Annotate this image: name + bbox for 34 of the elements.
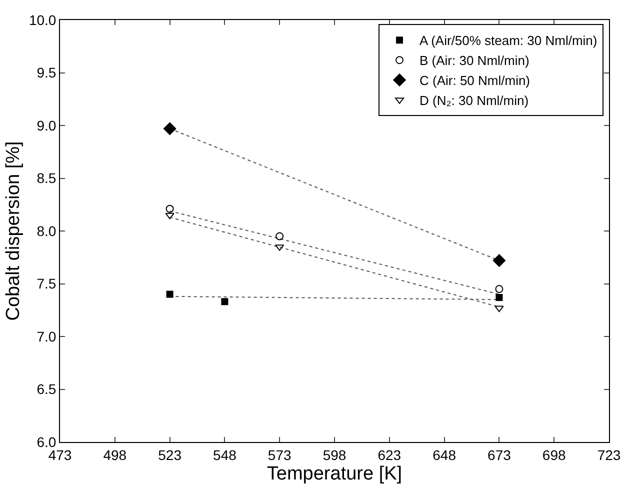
point [166,204,174,213]
x-tick-label: 673 [488,446,512,463]
x-tick-label: 723 [597,446,621,463]
y-tick-label: 6.5 [36,381,56,398]
legend-label: A (Air/50% steam: 30 Nml/min) [420,33,598,48]
point [276,232,284,240]
x-tick-label: 648 [432,446,456,463]
point [221,298,228,306]
point [494,306,504,312]
x-tick-label: 698 [542,446,566,463]
y-tick-label: 10.0 [28,12,56,28]
y-tick-label: 7.0 [36,328,56,344]
y-tick-label: 8.5 [36,170,56,186]
y-axis-title: Cobalt dispersion [%] [2,141,24,321]
point [166,290,174,298]
y-tick-label: 8.0 [36,222,56,239]
x-tick-label: 623 [378,446,402,463]
point [495,285,504,294]
x-tick-label: 548 [213,446,237,463]
point [163,122,176,136]
legend-label: B (Air: 30 Nml/min) [420,53,530,68]
y-tick-label: 9.5 [36,64,56,81]
point [496,294,503,301]
x-tick-label: 498 [103,446,127,463]
y-tick-label: 9.0 [36,117,56,134]
legend-label: C (Air: 50 Nml/min) [420,73,530,88]
x-tick-label: 573 [268,446,292,463]
point [165,212,174,220]
legend-label: D (N₂: 30 Nml/min) [420,92,529,108]
x-axis-title: Temperature [K] [266,464,402,485]
point [492,254,506,267]
y-tick-label: 7.5 [36,276,56,292]
x-tick-label: 598 [322,446,346,463]
x-tick-label: 523 [158,446,182,463]
